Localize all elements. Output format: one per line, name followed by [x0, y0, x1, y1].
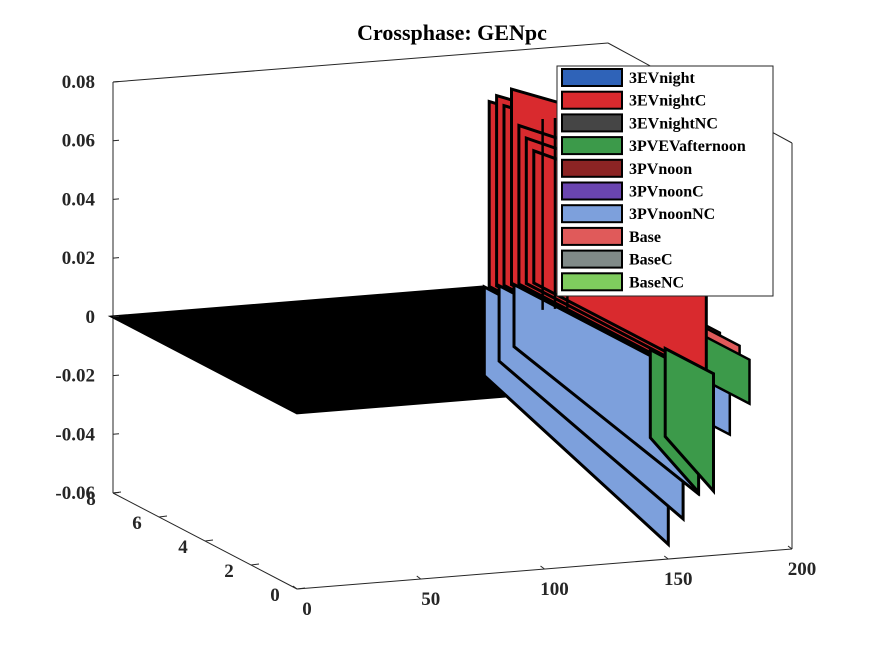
z-tick-label: -0.06: [55, 483, 95, 504]
y-tick-mark: [296, 587, 306, 590]
legend-swatch: [561, 136, 623, 156]
legend-swatch: [561, 68, 623, 87]
x-tick-mark: [540, 565, 545, 570]
z-tick-label: -0.02: [55, 366, 95, 387]
x-tick-label: 150: [664, 569, 693, 590]
legend-swatch: [561, 226, 623, 246]
legend-label: 3EVnight: [629, 70, 695, 87]
x-tick-mark: [416, 575, 422, 580]
y-tick-mark: [250, 563, 260, 566]
z-tick-label: 0.08: [62, 72, 95, 93]
z-tick-mark: [112, 433, 120, 435]
z-tick-mark: [112, 198, 120, 200]
z-tick-mark: [112, 139, 120, 142]
x-tick-mark: [663, 555, 669, 560]
z-tick-mark: [112, 81, 120, 83]
legend-swatch: [561, 272, 623, 292]
legend-swatch: [561, 249, 623, 269]
z-tick-label: 0: [86, 307, 96, 328]
z-tick-label: 0.02: [62, 248, 95, 269]
y-ticks: 0 2 4 6 8: [86, 489, 306, 606]
y-tick-label: 0: [270, 585, 280, 606]
z-tick-mark: [112, 315, 120, 318]
y-tick-mark: [158, 515, 168, 518]
x-tick-label: 100: [540, 579, 569, 600]
z-tick-label: -0.04: [55, 424, 95, 445]
z-tick-mark: [112, 374, 120, 377]
legend-label: 3PVnoonC: [629, 184, 704, 201]
z-tick-label: 0.04: [62, 189, 96, 210]
x-tick-label: 200: [788, 559, 817, 580]
x-tick-label: 0: [302, 599, 312, 620]
legend: 3EVnight 3EVnightC 3EVnightNC 3PVEVafternoo…: [556, 65, 774, 297]
legend-swatch: [561, 181, 623, 201]
y-tick-label: 6: [132, 513, 142, 534]
x-tick-mark: [292, 585, 298, 590]
y-tick-label: 4: [178, 537, 188, 558]
legend-label: 3PVEVafternoon: [629, 138, 746, 155]
legend-swatch: [561, 90, 623, 110]
y-tick-mark: [204, 539, 214, 542]
legend-label: 3PVnoonNC: [629, 206, 715, 223]
y-tick-label: 2: [224, 561, 234, 582]
legend-label: BaseNC: [629, 274, 684, 291]
legend-swatch: [561, 158, 623, 178]
legend-label: 3EVnightNC: [629, 115, 718, 132]
legend-label: 3EVnightC: [629, 93, 706, 110]
legend-label: Base: [629, 229, 661, 246]
z-ticks: -0.06 -0.04 -0.02 0 0.02 0.04 0.06 0.08: [55, 72, 120, 504]
legend-label: 3PVnoon: [629, 161, 692, 178]
z-tick-label: 0.06: [62, 131, 95, 152]
legend-label: BaseC: [629, 252, 673, 269]
legend-swatch: [561, 113, 623, 133]
legend-swatch: [561, 204, 623, 224]
z-tick-mark: [112, 257, 120, 259]
y-tick-mark: [112, 491, 122, 494]
y-tick-label: 8: [86, 489, 96, 510]
surface-panel: [663, 346, 715, 496]
x-tick-label: 50: [421, 589, 440, 610]
x-ticks: 0 50 100 150 200: [292, 545, 817, 620]
chart-title: Crossphase: GENpc: [357, 20, 547, 45]
x-tick-mark: [787, 545, 793, 550]
